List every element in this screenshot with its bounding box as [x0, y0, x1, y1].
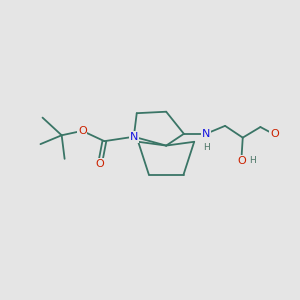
Text: O: O — [78, 126, 87, 136]
Text: O: O — [96, 159, 104, 169]
Text: N: N — [130, 132, 138, 142]
Text: O: O — [237, 156, 246, 166]
Text: N: N — [202, 129, 210, 139]
Text: H: H — [203, 143, 210, 152]
Text: O: O — [270, 129, 279, 140]
Text: H: H — [250, 156, 256, 165]
